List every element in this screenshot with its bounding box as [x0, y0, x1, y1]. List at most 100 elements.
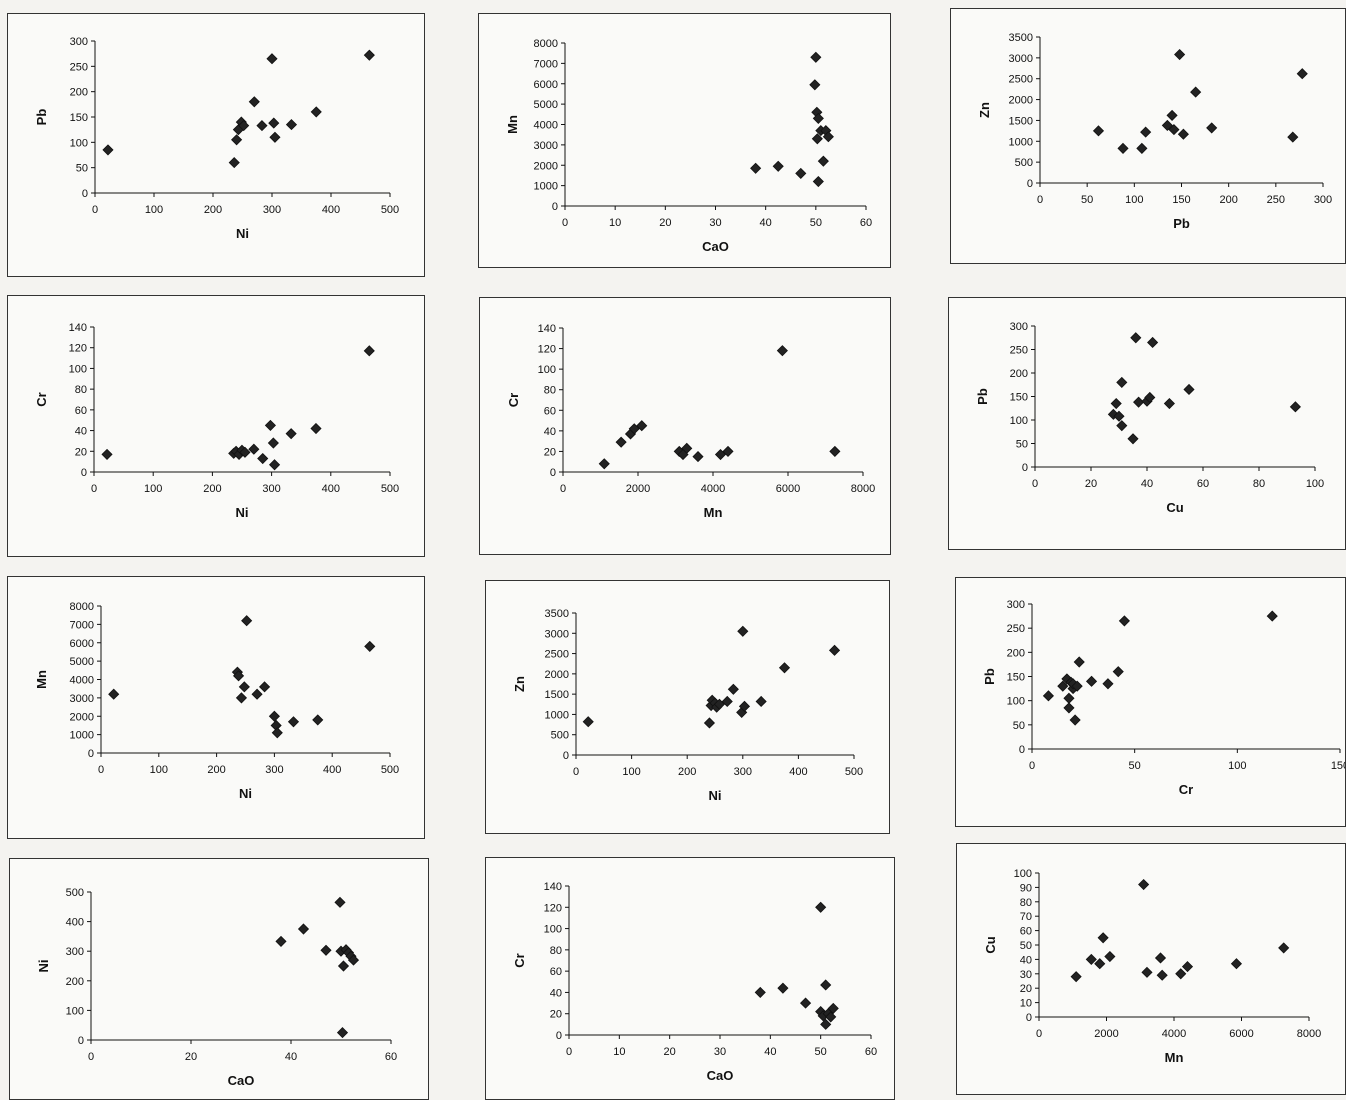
data-point	[677, 448, 689, 461]
data-point	[268, 117, 280, 129]
x-tick-label: 10	[613, 1046, 625, 1058]
data-point	[231, 134, 243, 146]
y-tick-label: 1500	[545, 689, 569, 701]
data-point	[238, 681, 250, 693]
y-tick-label: 60	[75, 405, 87, 417]
chart-svg: 0 20 40 60 80 100 120 140 0 10 20 30 40 50 60 CaO Cr	[512, 881, 877, 1083]
data-point	[337, 960, 350, 972]
x-tick-label: 80	[1253, 478, 1265, 490]
data-point	[1116, 376, 1128, 388]
x-tick-label: 0	[560, 483, 566, 495]
data-point	[1175, 968, 1187, 980]
y-tick-label: 20	[75, 446, 87, 458]
data-point	[1289, 401, 1301, 413]
data-point	[1138, 878, 1150, 891]
y-tick-label: 2000	[70, 711, 94, 723]
data-point	[1116, 420, 1128, 432]
data-point	[1156, 969, 1168, 981]
chart-svg: 0 50 100 150 200 250 300 0 100 200 300 400 500 Ni Pb	[34, 36, 399, 241]
data-point	[825, 1011, 837, 1023]
data-point	[287, 716, 300, 728]
y-tick-label: 60	[544, 405, 556, 417]
x-tick-label: 300	[1314, 194, 1332, 206]
y-axis-label: Cr	[34, 392, 49, 406]
y-tick-label: 250	[70, 61, 88, 73]
data-point	[1069, 714, 1081, 726]
data-point	[737, 625, 749, 637]
data-point	[239, 446, 251, 458]
y-axis-label: Pb	[975, 388, 990, 405]
data-point	[1168, 124, 1180, 136]
data-point	[1166, 109, 1178, 121]
data-point	[310, 106, 322, 118]
y-axis-label: Ni	[36, 960, 51, 973]
data-point	[363, 345, 375, 357]
y-tick-label: 80	[1020, 897, 1032, 909]
data-point	[1112, 666, 1124, 678]
data-point	[268, 710, 280, 722]
x-axis-label: Ni	[236, 505, 249, 520]
data-point	[1104, 950, 1116, 963]
panel-cu-vs-mn: 0 10 20 30 40 50 60 70 80 90 100 0 2000 4000 6000 8000 M…	[956, 843, 1346, 1095]
data-point	[1140, 126, 1152, 138]
data-point	[269, 131, 281, 143]
data-point	[259, 681, 271, 693]
data-point	[817, 155, 829, 167]
panel-pb-vs-cu: 0 50 100 150 200 250 300 0 20 40 60 80 100 Cu Pb	[948, 297, 1346, 550]
data-point	[615, 436, 627, 448]
y-tick-label: 100	[66, 1005, 84, 1017]
data-point	[713, 698, 726, 710]
y-axis-label: Zn	[977, 102, 992, 118]
x-tick-label: 0	[573, 766, 579, 778]
data-point	[1177, 128, 1189, 140]
data-point	[754, 986, 766, 998]
data-point	[102, 144, 114, 156]
x-tick-label: 400	[322, 204, 340, 216]
x-tick-label: 60	[865, 1046, 877, 1058]
y-tick-label: 140	[544, 881, 562, 893]
y-tick-label: 1000	[545, 709, 569, 721]
data-point	[1057, 680, 1069, 692]
y-tick-label: 1000	[534, 181, 558, 193]
data-point	[241, 615, 253, 627]
data-point	[1154, 952, 1167, 964]
y-tick-label: 0	[1022, 462, 1028, 474]
x-tick-label: 50	[1081, 194, 1093, 206]
chart-svg: 0 20 40 60 80 100 120 140 0 2000 4000 6000 8000 Mn Cr	[506, 323, 875, 520]
y-tick-label: 6000	[534, 79, 558, 91]
y-tick-label: 100	[544, 924, 562, 936]
data-point	[809, 79, 821, 91]
data-point	[692, 451, 704, 463]
y-tick-label: 30	[1020, 969, 1032, 981]
data-point	[1183, 383, 1195, 396]
y-tick-label: 3500	[545, 608, 569, 620]
data-point	[776, 345, 788, 357]
y-tick-label: 0	[550, 467, 556, 479]
x-tick-label: 200	[1219, 194, 1237, 206]
y-tick-label: 250	[1010, 345, 1028, 357]
x-tick-label: 6000	[1229, 1028, 1253, 1040]
x-tick-label: 2000	[626, 483, 650, 495]
y-axis-label: Cr	[512, 953, 527, 967]
y-axis-label: Mn	[505, 115, 520, 134]
x-tick-label: 500	[381, 764, 399, 776]
data-point	[815, 901, 827, 913]
y-tick-label: 4000	[70, 675, 94, 687]
x-tick-label: 20	[1085, 478, 1097, 490]
x-tick-label: 8000	[851, 483, 875, 495]
y-tick-label: 0	[88, 748, 94, 760]
data-point	[1063, 692, 1075, 704]
x-tick-label: 0	[91, 483, 97, 495]
x-tick-label: 0	[98, 764, 104, 776]
data-point	[820, 1018, 832, 1030]
panel-mn-vs-cao: 0 1000 2000 3000 4000 5000 6000 7000 8000 0 10 20 30…	[478, 13, 891, 268]
panel-zn-vs-pb: 0 500 1000 1500 2000 2500 3000 3500 0 50 100 150 200…	[950, 8, 1346, 264]
y-tick-label: 10	[1020, 998, 1032, 1010]
x-tick-label: 20	[659, 217, 671, 229]
y-axis-label: Cu	[983, 936, 998, 953]
x-axis-label: CaO	[228, 1073, 255, 1088]
data-point	[271, 727, 283, 739]
x-tick-label: 300	[263, 204, 281, 216]
data-point	[312, 714, 324, 726]
